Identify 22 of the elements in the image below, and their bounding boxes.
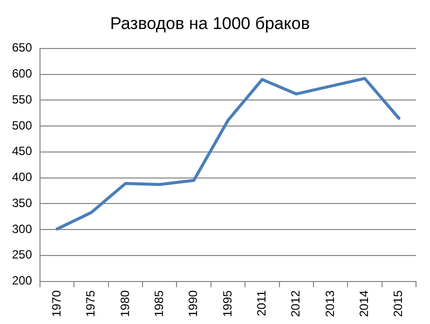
y-tick-label: 400	[12, 170, 32, 184]
x-tick-label: 1975	[84, 290, 98, 318]
chart-title: Разводов на 1000 браков	[110, 14, 310, 33]
x-tick-label: 2012	[288, 290, 303, 318]
x-tick-label: 1970	[49, 290, 64, 318]
x-tick-label: 1990	[186, 290, 200, 318]
x-tick-label: 1995	[220, 290, 234, 318]
y-tick-label: 450	[12, 144, 32, 158]
x-tick-label: 2013	[322, 290, 337, 318]
y-tick-label: 250	[12, 248, 32, 262]
y-tick-label: 200	[12, 274, 32, 288]
y-tick-label: 500	[12, 118, 32, 132]
y-tick-label: 350	[12, 196, 32, 210]
x-tick-label: 1985	[152, 290, 166, 318]
x-tick-label: 1980	[118, 290, 132, 318]
y-tick-label: 300	[12, 222, 32, 236]
x-tick-label: 2011	[254, 290, 269, 316]
y-tick-label: 550	[12, 92, 32, 106]
y-tick-label: 650	[12, 40, 32, 55]
x-tick-label: 2015	[391, 290, 406, 318]
y-tick-label: 600	[12, 66, 32, 81]
x-tick-label: 2014	[357, 290, 372, 318]
